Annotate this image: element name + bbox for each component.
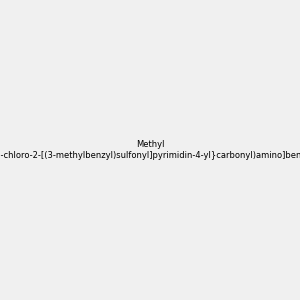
Text: Methyl 2-[({5-chloro-2-[(3-methylbenzyl)sulfonyl]pyrimidin-4-yl}carbonyl)amino]b: Methyl 2-[({5-chloro-2-[(3-methylbenzyl)… <box>0 140 300 160</box>
